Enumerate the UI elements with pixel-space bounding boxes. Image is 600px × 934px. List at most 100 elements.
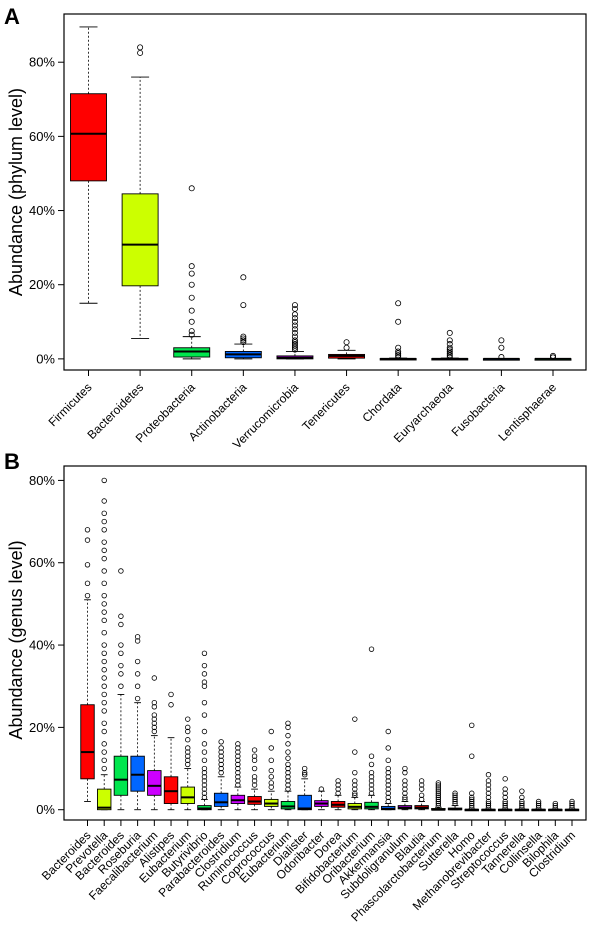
- box-streptococcus: [497, 776, 513, 812]
- outlier-point: [395, 352, 402, 359]
- outlier-point: [240, 302, 247, 309]
- outlier-point: [435, 780, 442, 786]
- outlier-point: [201, 712, 208, 718]
- outlier-point: [435, 794, 442, 801]
- outlier-point: [368, 774, 375, 780]
- outlier-point: [268, 757, 274, 764]
- outlier-point: [368, 782, 375, 788]
- box-parabacteroides: [213, 739, 229, 811]
- outlier-point: [469, 794, 475, 801]
- outlier-point: [101, 580, 107, 587]
- outlier-point: [502, 790, 508, 796]
- outlier-point: [291, 329, 298, 336]
- outlier-point: [268, 767, 274, 774]
- outlier-point: [452, 790, 458, 796]
- box-alistipes: [163, 691, 179, 811]
- outlier-point: [535, 802, 542, 809]
- box-butyrivibrio: [197, 650, 212, 811]
- outlier-point: [335, 778, 341, 784]
- outlier-point: [151, 712, 158, 718]
- outlier-point: [318, 786, 325, 792]
- outlier-point: [402, 765, 408, 772]
- y-tick-label: 40%: [29, 638, 55, 653]
- outlier-point: [569, 804, 575, 811]
- outlier-point: [498, 354, 505, 361]
- box-akkermansia: [381, 728, 396, 811]
- outlier-point: [101, 667, 107, 673]
- outlier-point: [268, 780, 274, 786]
- outlier-point: [188, 281, 195, 288]
- outlier-point: [291, 326, 298, 333]
- outlier-point: [185, 749, 191, 755]
- outlier-point: [498, 337, 505, 344]
- outlier-point: [519, 788, 525, 794]
- outlier-point: [201, 662, 208, 669]
- outlier-point: [418, 786, 425, 792]
- box-body: [130, 755, 145, 792]
- outlier-point: [101, 510, 107, 517]
- outlier-point: [402, 778, 408, 784]
- outlier-point: [84, 592, 91, 599]
- y-tick-label: 0%: [36, 802, 55, 817]
- box-body: [97, 788, 112, 811]
- box-dialister: [297, 765, 312, 811]
- outlier-point: [469, 798, 475, 805]
- outlier-point: [134, 671, 141, 677]
- outlier-point: [352, 749, 358, 755]
- outlier-point: [101, 601, 107, 607]
- outlier-point: [235, 745, 241, 751]
- box-lentisphaerae: [534, 352, 572, 361]
- outlier-point: [101, 539, 107, 545]
- outlier-point: [201, 671, 208, 677]
- outlier-point: [502, 786, 508, 792]
- outlier-point: [291, 337, 298, 344]
- outlier-point: [185, 728, 191, 735]
- outlier-point: [569, 802, 575, 809]
- outlier-point: [101, 757, 107, 764]
- outlier-point: [343, 344, 350, 351]
- plot-frame-b: [63, 465, 587, 821]
- outlier-point: [188, 328, 195, 335]
- outlier-point: [385, 786, 391, 792]
- outlier-point: [291, 341, 298, 348]
- outlier-point: [285, 724, 291, 731]
- outlier-point: [235, 741, 241, 747]
- outlier-point: [185, 761, 191, 768]
- y-tick-label: 80%: [29, 55, 55, 70]
- outlier-point: [201, 774, 208, 780]
- outlier-point: [301, 772, 308, 778]
- box-body: [297, 794, 312, 811]
- outlier-point: [218, 769, 224, 776]
- outlier-point: [352, 786, 358, 792]
- box-body: [180, 786, 195, 804]
- outlier-point: [101, 741, 107, 747]
- outlier-point: [188, 331, 195, 338]
- outlier-point: [446, 337, 453, 344]
- outlier-point: [285, 749, 291, 755]
- outlier-point: [485, 800, 492, 807]
- outlier-point: [134, 683, 141, 689]
- outlier-point: [435, 786, 442, 792]
- outlier-point: [485, 798, 492, 805]
- outlier-point: [446, 329, 453, 336]
- y-tick-label: 20%: [29, 720, 55, 735]
- outlier-point: [185, 724, 191, 731]
- outlier-point: [240, 337, 247, 344]
- outlier-point: [188, 263, 195, 270]
- outlier-point: [446, 341, 453, 348]
- box-body: [163, 776, 179, 804]
- outlier-point: [185, 753, 191, 759]
- outlier-point: [435, 796, 442, 803]
- outlier-point: [251, 753, 258, 759]
- outlier-point: [569, 798, 575, 805]
- outlier-point: [268, 784, 274, 790]
- outlier-point: [218, 753, 224, 759]
- box-sutterella: [447, 790, 463, 811]
- outlier-point: [285, 769, 291, 776]
- outlier-point: [435, 792, 442, 799]
- outlier-point: [188, 294, 195, 301]
- outlier-point: [291, 305, 298, 312]
- outlier-point: [218, 765, 224, 772]
- outlier-point: [134, 658, 141, 665]
